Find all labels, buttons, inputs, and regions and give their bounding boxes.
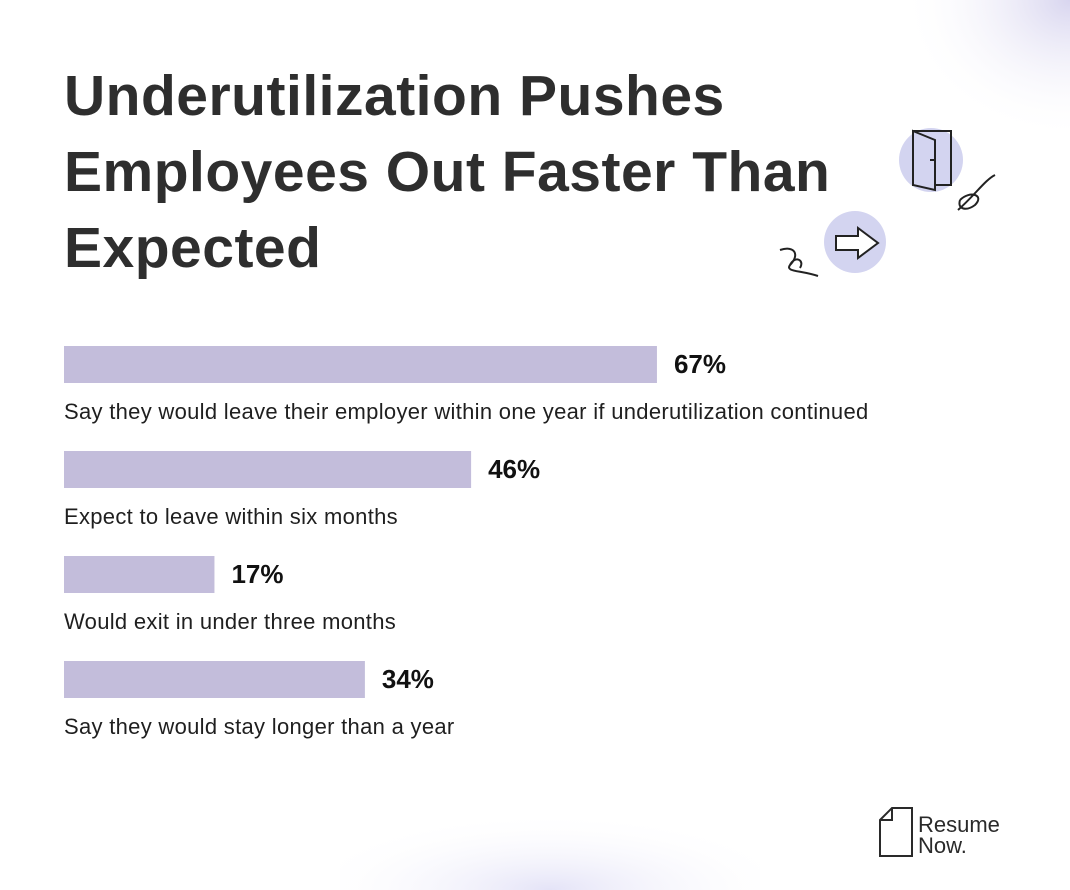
value-label: 17%: [231, 559, 283, 589]
bar: [64, 661, 365, 698]
value-label: 67%: [674, 349, 726, 379]
bar: [64, 556, 215, 593]
bottom-glow: [340, 760, 760, 890]
decoration: [779, 128, 996, 277]
value-label: 46%: [488, 454, 540, 484]
brand-name: Resume: [918, 812, 1000, 837]
brand-logo: [879, 807, 913, 857]
category-label: Would exit in under three months: [64, 609, 396, 634]
chart-title: Underutilization Pushes Employees Out Fa…: [64, 64, 831, 280]
brand-name: Now.: [918, 833, 967, 858]
value-label: 34%: [382, 664, 434, 694]
corner-glow: [900, 0, 1070, 140]
category-label: Say they would leave their employer with…: [64, 399, 869, 424]
category-label: Say they would stay longer than a year: [64, 714, 455, 739]
category-label: Expect to leave within six months: [64, 504, 398, 529]
bar: [64, 451, 472, 488]
bar: [64, 346, 657, 383]
